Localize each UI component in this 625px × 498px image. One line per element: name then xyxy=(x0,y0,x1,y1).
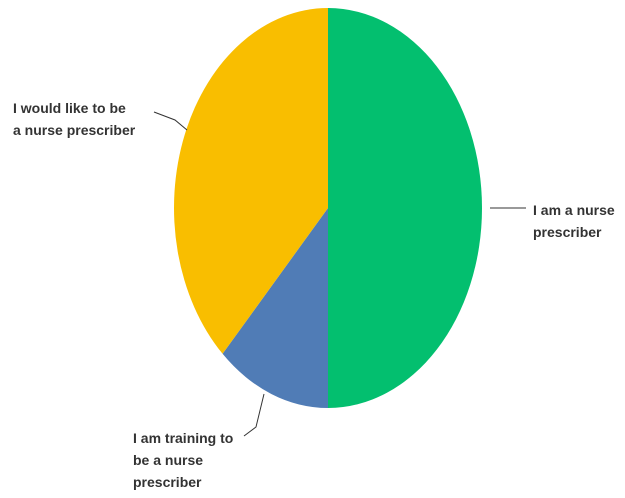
slice-label-1-line-0: I am training to xyxy=(133,430,233,446)
slice-label-0-line-1: prescriber xyxy=(533,224,602,240)
pie-slices xyxy=(174,7,482,408)
slice-label-2-line-1: a nurse prescriber xyxy=(13,122,136,138)
slice-label-2-line-0: I would like to be xyxy=(13,100,126,116)
slice-label-2: I would like to be a nurse prescriber xyxy=(13,100,136,138)
slice-label-0-line-0: I am a nurse xyxy=(533,202,615,218)
pie-slice-1 xyxy=(222,208,328,408)
slice-label-1-line-2: prescriber xyxy=(133,474,202,490)
leader-line-2 xyxy=(153,111,188,131)
leader-line-1 xyxy=(243,393,265,437)
slice-label-1: I am training to be a nurse prescriber xyxy=(133,430,233,490)
leader-lines xyxy=(153,111,526,437)
pie-slice-0 xyxy=(328,8,482,408)
slice-labels: I am a nurse prescriber I am training to be… xyxy=(13,100,615,490)
pie-slice-2 xyxy=(174,7,328,354)
slice-label-1-line-1: be a nurse xyxy=(133,452,203,468)
slice-label-0: I am a nurse prescriber xyxy=(533,202,615,240)
